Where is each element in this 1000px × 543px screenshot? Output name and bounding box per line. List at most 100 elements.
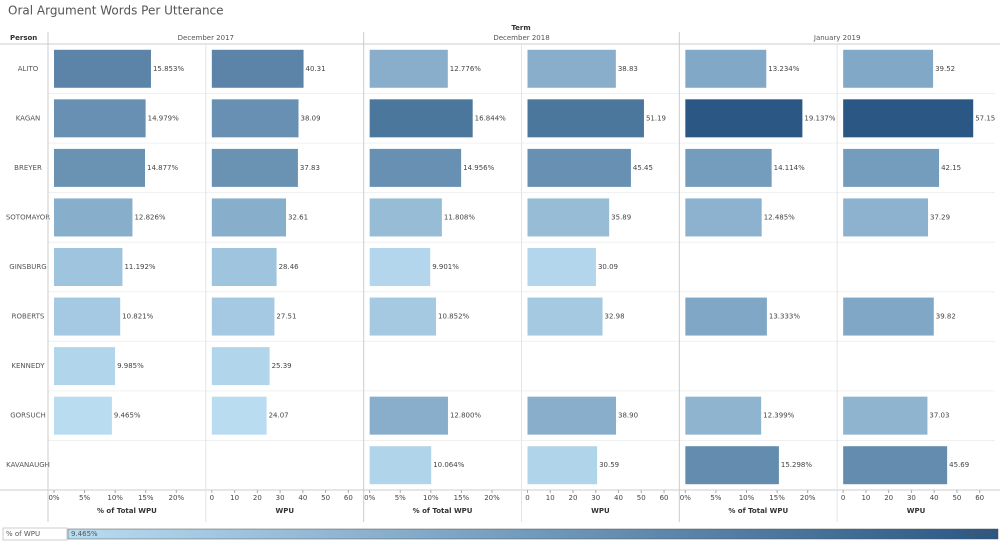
value-label: 32.98 bbox=[605, 313, 625, 321]
value-label: 19.137% bbox=[804, 114, 835, 122]
value-label: 16.844% bbox=[475, 114, 506, 122]
bar bbox=[843, 148, 940, 187]
x-tick-label: 40 bbox=[930, 494, 939, 502]
value-label: 15.298% bbox=[781, 461, 812, 469]
bar bbox=[369, 148, 462, 187]
x-axis-title: WPU bbox=[275, 507, 294, 515]
row-header: Person bbox=[10, 34, 37, 42]
column-header: Term bbox=[511, 24, 530, 32]
value-label: 9.465% bbox=[114, 412, 141, 420]
bar bbox=[685, 396, 762, 435]
x-tick-label: 20 bbox=[569, 494, 578, 502]
x-tick-label: 15% bbox=[454, 494, 470, 502]
value-label: 14.956% bbox=[463, 164, 494, 172]
bar bbox=[527, 248, 596, 286]
x-tick-label: 40 bbox=[298, 494, 307, 502]
bar bbox=[685, 297, 767, 336]
bar bbox=[369, 446, 432, 485]
bar bbox=[211, 248, 277, 286]
bar bbox=[843, 297, 934, 336]
row-label: GINSBURG bbox=[9, 263, 46, 271]
x-tick-label: 60 bbox=[344, 494, 353, 502]
x-tick-label: 50 bbox=[952, 494, 961, 502]
bar bbox=[369, 248, 431, 286]
x-tick-label: 0 bbox=[210, 494, 214, 502]
x-tick-label: 30 bbox=[591, 494, 600, 502]
value-label: 35.89 bbox=[611, 213, 631, 221]
x-tick-label: 60 bbox=[975, 494, 984, 502]
x-tick-label: 0 bbox=[841, 494, 845, 502]
x-tick-label: 50 bbox=[637, 494, 646, 502]
row-label: SOTOMAYOR bbox=[6, 213, 50, 221]
bar bbox=[685, 446, 779, 485]
value-label: 38.09 bbox=[301, 114, 321, 122]
bar bbox=[843, 99, 974, 138]
bar bbox=[369, 99, 473, 138]
row-label: BREYER bbox=[14, 164, 42, 172]
bar bbox=[211, 148, 298, 187]
bar bbox=[843, 198, 929, 237]
x-tick-label: 30 bbox=[907, 494, 916, 502]
bar bbox=[211, 297, 275, 336]
x-tick-label: 10 bbox=[861, 494, 870, 502]
legend-max: 19.137% bbox=[965, 530, 996, 538]
row-label: KAGAN bbox=[16, 114, 41, 122]
legend-min: 9.465% bbox=[71, 530, 98, 538]
x-tick-label: 10% bbox=[739, 494, 755, 502]
value-label: 24.07 bbox=[269, 412, 289, 420]
value-label: 14.979% bbox=[148, 114, 179, 122]
bar bbox=[211, 99, 299, 138]
value-label: 12.485% bbox=[764, 213, 795, 221]
term-label: December 2018 bbox=[493, 34, 549, 42]
x-tick-label: 20 bbox=[884, 494, 893, 502]
bar bbox=[54, 347, 116, 386]
value-label: 10.064% bbox=[433, 461, 464, 469]
bar bbox=[369, 49, 448, 88]
bar bbox=[54, 49, 151, 88]
value-label: 10.821% bbox=[122, 313, 153, 321]
bar bbox=[527, 198, 610, 237]
term-label: December 2017 bbox=[178, 34, 234, 42]
bar bbox=[527, 297, 603, 336]
bar bbox=[527, 148, 631, 187]
x-tick-label: 10 bbox=[546, 494, 555, 502]
x-tick-label: 15% bbox=[769, 494, 785, 502]
value-label: 14.877% bbox=[147, 164, 178, 172]
chart-title: Oral Argument Words Per Utterance bbox=[8, 4, 224, 18]
value-label: 32.61 bbox=[288, 213, 308, 221]
value-label: 25.39 bbox=[272, 362, 292, 370]
x-tick-label: 20% bbox=[484, 494, 500, 502]
x-axis-title: % of Total WPU bbox=[728, 507, 788, 515]
value-label: 14.114% bbox=[774, 164, 805, 172]
bar bbox=[369, 396, 448, 435]
x-tick-label: 0% bbox=[48, 494, 59, 502]
bar bbox=[369, 297, 437, 336]
value-label: 39.82 bbox=[936, 313, 956, 321]
bar bbox=[211, 347, 270, 386]
x-tick-label: 20% bbox=[800, 494, 816, 502]
x-tick-label: 5% bbox=[395, 494, 406, 502]
value-label: 45.69 bbox=[949, 461, 969, 469]
row-label: ALITO bbox=[18, 65, 39, 73]
bar bbox=[685, 49, 767, 88]
x-tick-label: 60 bbox=[660, 494, 669, 502]
value-label: 12.800% bbox=[450, 412, 481, 420]
legend-ramp bbox=[67, 528, 999, 540]
bar bbox=[685, 198, 762, 237]
x-tick-label: 50 bbox=[321, 494, 330, 502]
value-label: 10.852% bbox=[438, 313, 469, 321]
x-tick-label: 5% bbox=[710, 494, 721, 502]
value-label: 12.776% bbox=[450, 65, 481, 73]
x-tick-label: 0% bbox=[364, 494, 375, 502]
value-label: 12.399% bbox=[763, 412, 794, 420]
x-axis-title: % of Total WPU bbox=[97, 507, 157, 515]
bar bbox=[211, 396, 267, 435]
value-label: 30.09 bbox=[598, 263, 618, 271]
x-tick-label: 40 bbox=[614, 494, 623, 502]
bar bbox=[54, 148, 145, 187]
value-label: 30.59 bbox=[599, 461, 619, 469]
bar bbox=[211, 49, 304, 88]
bar bbox=[211, 198, 287, 237]
value-label: 39.52 bbox=[935, 65, 955, 73]
